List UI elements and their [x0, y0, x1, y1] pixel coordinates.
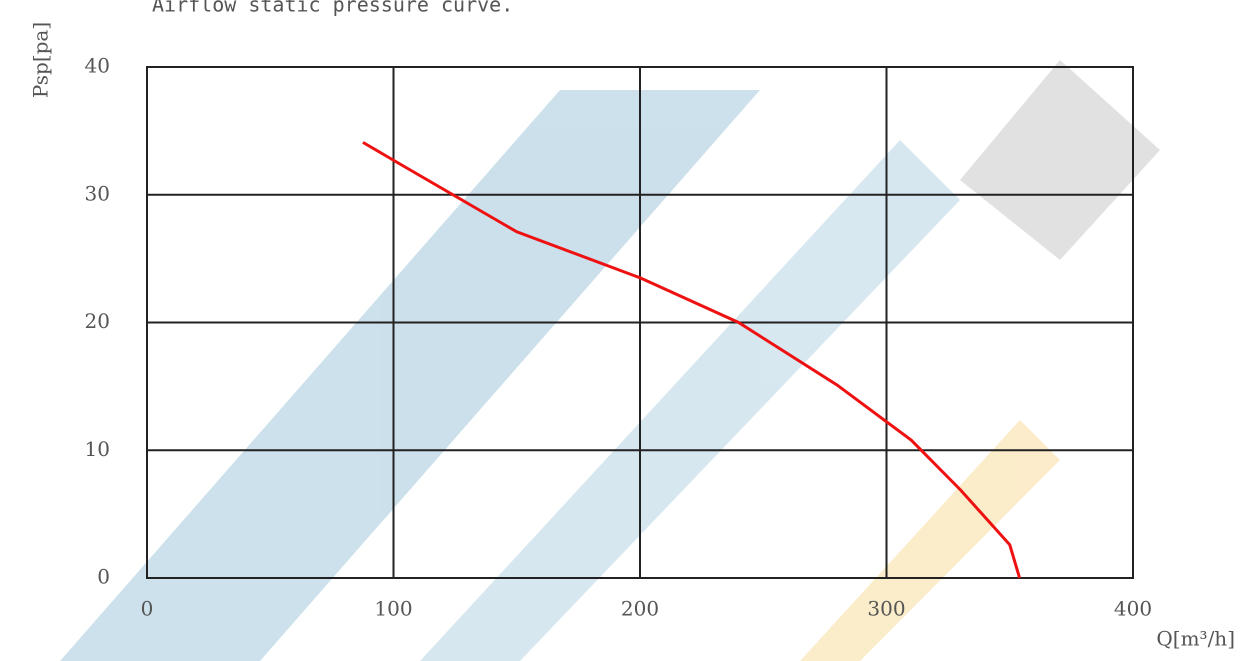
y-tick-label: 40: [85, 54, 110, 78]
watermark: [60, 60, 1160, 661]
x-tick-label: 400: [1114, 597, 1152, 621]
x-tick-label: 0: [141, 597, 154, 621]
y-tick-label: 20: [85, 309, 110, 333]
y-axis-label: Psp[pa]: [29, 22, 53, 98]
x-tick-label: 300: [867, 597, 905, 621]
y-tick-label: 0: [97, 565, 110, 589]
x-axis-label: Q[m³/h]: [1156, 627, 1235, 651]
chart-title: Airflow static pressure curve.: [152, 0, 513, 17]
x-tick-label: 100: [374, 597, 412, 621]
x-tick-label: 200: [621, 597, 659, 621]
y-tick-label: 10: [85, 437, 110, 461]
line-series: [362, 141, 1022, 579]
y-tick-label: 30: [85, 181, 110, 205]
